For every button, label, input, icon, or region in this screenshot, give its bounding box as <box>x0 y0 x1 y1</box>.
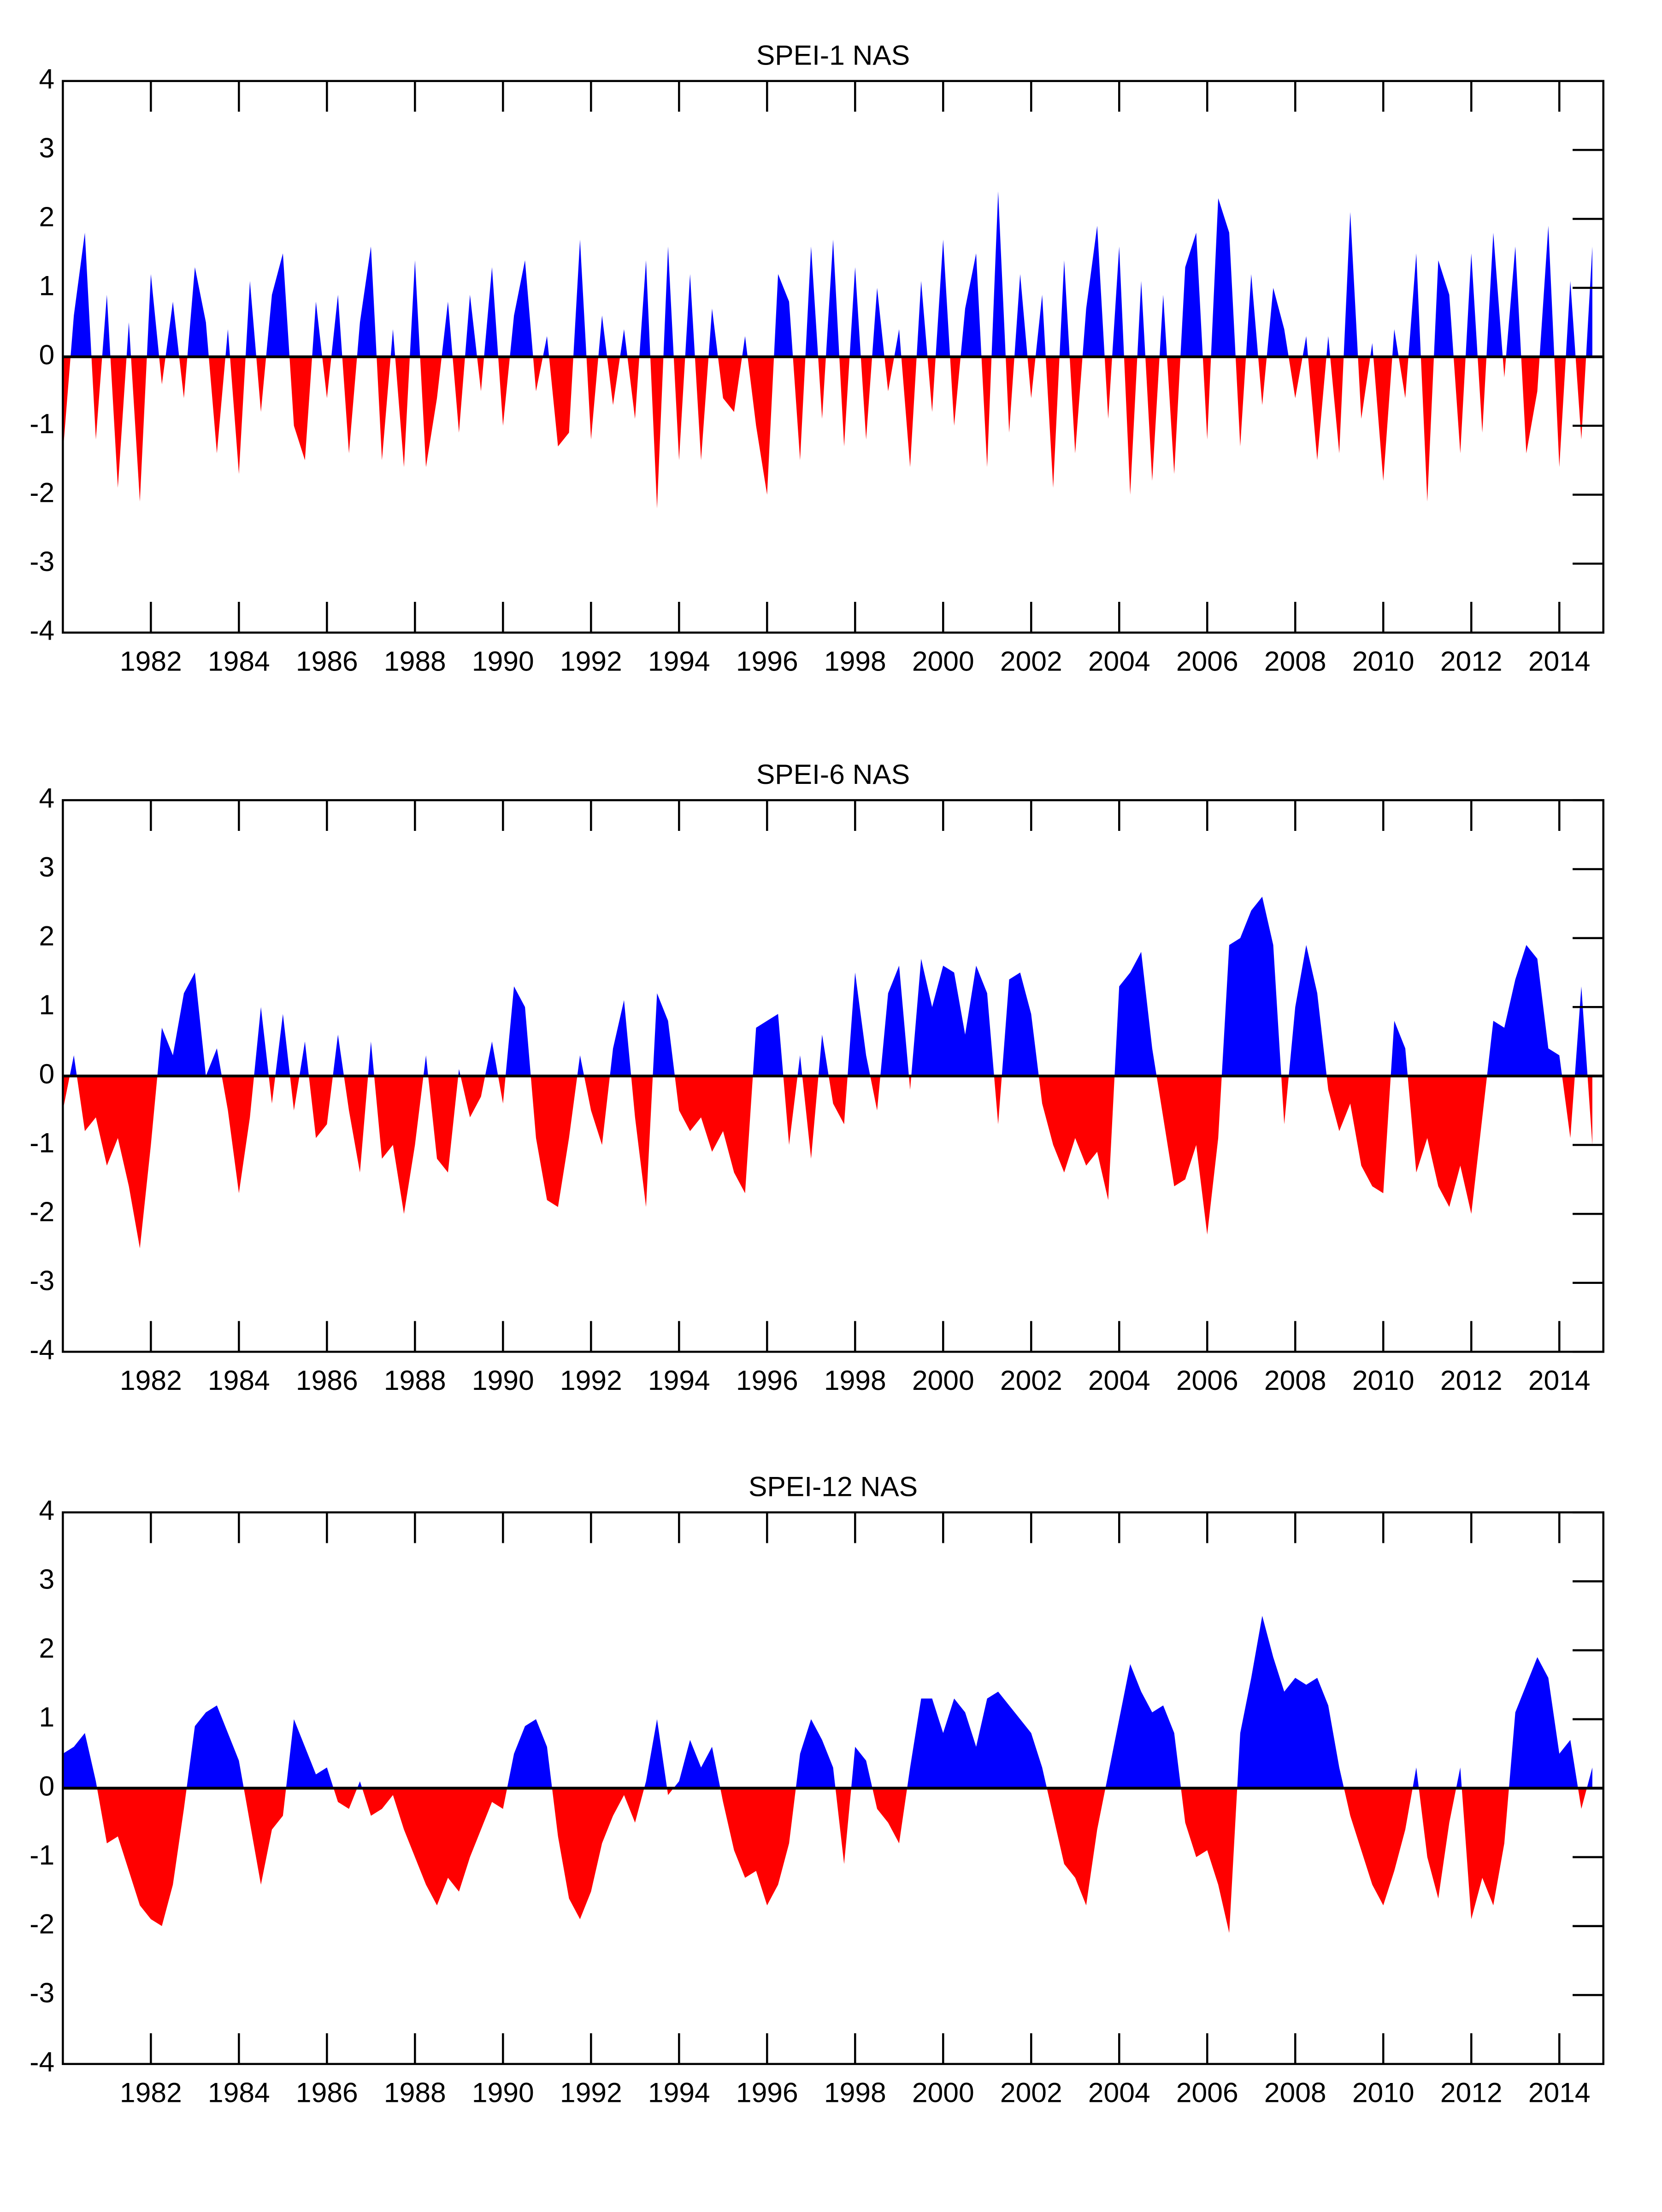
x-tick-label: 2004 <box>1088 1365 1150 1396</box>
x-tick-label: 1994 <box>648 645 710 677</box>
x-tick-label: 2002 <box>1000 1365 1062 1396</box>
y-tick-label: -2 <box>29 477 54 508</box>
x-tick-label: 2010 <box>1352 1365 1414 1396</box>
x-tick-label: 1994 <box>648 2077 710 2108</box>
y-tick-label: 4 <box>39 1494 54 1526</box>
y-tick-label: -2 <box>29 1196 54 1227</box>
chart-title: SPEI-1 NAS <box>756 39 910 71</box>
x-tick-label: 1998 <box>824 645 886 677</box>
x-tick-label: 1990 <box>472 2077 534 2108</box>
x-tick-label: 1998 <box>824 1365 886 1396</box>
y-tick-label: 1 <box>39 270 54 301</box>
x-tick-label: 2006 <box>1176 1365 1238 1396</box>
x-tick-label: 2002 <box>1000 645 1062 677</box>
x-tick-label: 2006 <box>1176 645 1238 677</box>
y-tick-label: 3 <box>39 132 54 163</box>
x-tick-label: 1982 <box>120 2077 182 2108</box>
x-tick-label: 2006 <box>1176 2077 1238 2108</box>
y-tick-label: 0 <box>39 1058 54 1089</box>
y-tick-label: 0 <box>39 339 54 370</box>
axes-frame <box>62 799 1605 1353</box>
x-tick-label: 2004 <box>1088 2077 1150 2108</box>
x-tick-label: 2000 <box>912 1365 974 1396</box>
x-tick-label: 1986 <box>296 645 358 677</box>
x-tick-label: 2014 <box>1528 2077 1591 2108</box>
y-tick-label: -3 <box>29 1977 54 2008</box>
x-tick-label: 1982 <box>120 645 182 677</box>
x-tick-label: 1988 <box>384 645 446 677</box>
x-tick-label: 1984 <box>208 645 270 677</box>
y-tick-label: -1 <box>29 1839 54 1871</box>
panel: SPEI-12 NAS -4 -3 -2 -1 0 1 2 3 4 1982 1984 1986 1988… <box>29 1471 1605 2108</box>
x-tick-label: 2002 <box>1000 2077 1062 2108</box>
x-tick-label: 1994 <box>648 1365 710 1396</box>
y-tick-label: -3 <box>29 1265 54 1296</box>
y-tick-label: 1 <box>39 989 54 1020</box>
x-tick-label: 1988 <box>384 2077 446 2108</box>
negative-area <box>63 1788 1592 1933</box>
y-tick-label: 4 <box>39 782 54 813</box>
x-tick-label: 1988 <box>384 1365 446 1396</box>
axes-frame <box>62 1511 1605 2065</box>
x-tick-label: 1996 <box>736 2077 798 2108</box>
y-tick-label: -1 <box>29 408 54 439</box>
x-tick-label: 2010 <box>1352 645 1414 677</box>
positive-area <box>63 1616 1592 1788</box>
x-tick-label: 2008 <box>1264 2077 1326 2108</box>
y-tick-label: -2 <box>29 1908 54 1940</box>
x-tick-label: 2004 <box>1088 645 1150 677</box>
negative-area <box>63 357 1592 509</box>
x-tick-label: 1982 <box>120 1365 182 1396</box>
x-tick-label: 1990 <box>472 645 534 677</box>
positive-area <box>63 896 1592 1076</box>
panel: SPEI-6 NAS -4 -3 -2 -1 0 1 2 3 4 1982 1984 1986 1988 1… <box>29 759 1605 1396</box>
y-tick-label: 0 <box>39 1770 54 1801</box>
x-tick-label: 1984 <box>208 1365 270 1396</box>
x-tick-label: 1992 <box>560 2077 622 2108</box>
y-tick-label: 2 <box>39 1632 54 1664</box>
x-tick-label: 2014 <box>1528 1365 1591 1396</box>
chart-title: SPEI-12 NAS <box>748 1471 918 1502</box>
x-tick-label: 1992 <box>560 1365 622 1396</box>
x-tick-label: 2010 <box>1352 2077 1414 2108</box>
x-tick-label: 2008 <box>1264 645 1326 677</box>
x-tick-label: 2012 <box>1440 1365 1503 1396</box>
y-tick-label: 3 <box>39 1563 54 1594</box>
y-tick-label: -3 <box>29 546 54 577</box>
y-tick-label: -4 <box>29 615 54 646</box>
chart-title: SPEI-6 NAS <box>756 759 910 790</box>
x-tick-label: 2000 <box>912 2077 974 2108</box>
x-tick-label: 2008 <box>1264 1365 1326 1396</box>
x-tick-label: 1996 <box>736 645 798 677</box>
x-tick-label: 1992 <box>560 645 622 677</box>
x-tick-label: 2012 <box>1440 645 1503 677</box>
y-tick-label: 2 <box>39 201 54 232</box>
x-tick-label: 1996 <box>736 1365 798 1396</box>
x-tick-label: 2014 <box>1528 645 1591 677</box>
y-tick-label: 4 <box>39 63 54 94</box>
positive-area <box>63 191 1592 357</box>
x-tick-label: 1998 <box>824 2077 886 2108</box>
x-tick-label: 1984 <box>208 2077 270 2108</box>
y-tick-label: -4 <box>29 1334 54 1365</box>
negative-area <box>63 1076 1592 1248</box>
axes-frame <box>62 80 1605 634</box>
x-tick-label: 1990 <box>472 1365 534 1396</box>
x-tick-label: 2000 <box>912 645 974 677</box>
x-tick-label: 2012 <box>1440 2077 1503 2108</box>
x-tick-label: 1986 <box>296 1365 358 1396</box>
y-tick-label: -4 <box>29 2046 54 2077</box>
y-tick-label: 3 <box>39 851 54 882</box>
y-tick-label: 2 <box>39 920 54 952</box>
panel: SPEI-1 NAS -4 -3 -2 -1 0 1 2 3 4 1982 1984 1986 1988 1… <box>29 39 1605 677</box>
y-tick-label: -1 <box>29 1127 54 1158</box>
x-tick-label: 1986 <box>296 2077 358 2108</box>
y-tick-label: 1 <box>39 1701 54 1733</box>
